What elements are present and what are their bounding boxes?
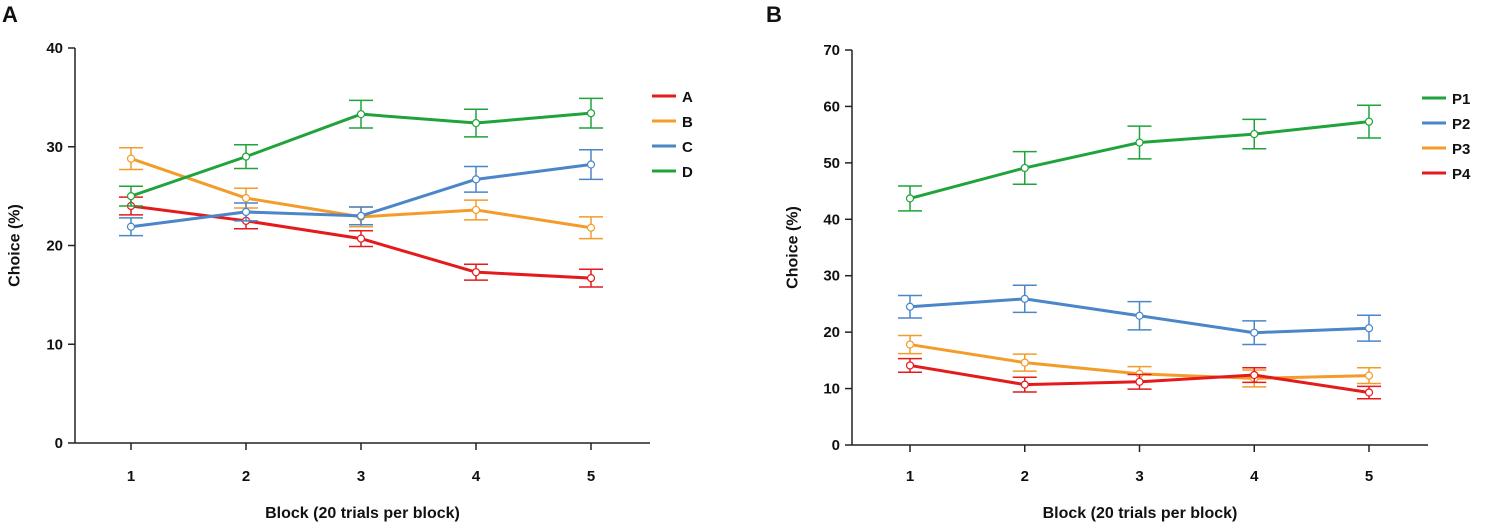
data-point (1135, 377, 1144, 386)
x-tick-label: 1 (906, 468, 914, 485)
data-point (905, 340, 915, 349)
y-tick-label: 30 (823, 268, 840, 285)
y-axis-title: Choice (%) (785, 206, 802, 289)
y-tick-label: 0 (55, 435, 63, 452)
data-point (1364, 371, 1374, 380)
series-d (119, 97, 603, 207)
data-point (356, 211, 366, 220)
x-axis-title: Block (20 trials per block) (265, 505, 460, 522)
data-point (905, 302, 915, 311)
data-point (1364, 324, 1374, 333)
data-point (126, 192, 136, 201)
legend-label: P3 (1452, 141, 1470, 158)
y-tick-label: 10 (823, 381, 840, 398)
legend-entry-p2: P2 (1422, 116, 1470, 133)
x-tick-label: 1 (127, 468, 135, 485)
legend-entry-p4: P4 (1422, 166, 1471, 183)
panel-label: B (766, 2, 782, 27)
legend-entry-b: B (652, 114, 693, 131)
y-tick-label: 20 (823, 324, 840, 341)
data-point (241, 152, 251, 161)
legend-entry-p3: P3 (1422, 141, 1470, 158)
y-tick-label: 20 (46, 238, 63, 255)
data-point (586, 223, 596, 232)
legend-label: B (682, 114, 693, 131)
legend-label: P1 (1452, 91, 1470, 108)
series-p1 (898, 104, 1381, 212)
data-point (905, 194, 915, 203)
data-point (905, 361, 915, 370)
y-tick-label: 30 (46, 139, 63, 156)
data-point (356, 110, 366, 119)
data-point (1020, 163, 1029, 173)
y-tick-label: 10 (46, 336, 63, 353)
data-point (471, 205, 481, 215)
data-point (356, 234, 366, 243)
data-point (1250, 328, 1259, 337)
y-tick-label: 70 (823, 42, 840, 59)
data-point (471, 118, 481, 128)
y-axis-title: Choice (%) (7, 204, 24, 287)
series-c (119, 148, 603, 237)
chart-panel-a: A 0 10 20 30 40 1 2 3 4 5 Block (20 trials per bloc… (2, 2, 693, 522)
legend-label: C (682, 139, 693, 156)
data-point (1020, 380, 1029, 389)
legend-label: D (682, 164, 693, 181)
data-point (586, 273, 596, 283)
y-tick-label: 60 (823, 98, 840, 115)
data-point (1135, 138, 1144, 147)
legend-entry-p1: P1 (1422, 91, 1470, 108)
data-point (1135, 311, 1144, 320)
x-axis-title: Block (20 trials per block) (1043, 505, 1238, 522)
data-point (241, 207, 251, 217)
y-tick-label: 50 (823, 155, 840, 172)
data-point (1250, 370, 1259, 380)
series-p4 (898, 357, 1381, 400)
data-point (126, 154, 136, 163)
legend-label: P2 (1452, 116, 1470, 133)
x-tick-label: 4 (472, 468, 481, 485)
data-point (1020, 294, 1029, 303)
x-tick-label: 5 (587, 468, 595, 485)
data-point (1364, 117, 1374, 126)
data-point (126, 222, 136, 231)
chart-panel-b: B 0 10 20 30 40 50 60 70 1 2 3 4 5 Block (20 trials pe… (766, 2, 1471, 522)
y-tick-label: 40 (46, 40, 63, 57)
x-tick-label: 3 (357, 468, 365, 485)
x-tick-label: 5 (1365, 468, 1373, 485)
legend-label: P4 (1452, 166, 1471, 183)
data-point (1250, 129, 1259, 139)
data-point (586, 109, 596, 118)
data-point (471, 268, 481, 277)
legend-entry-c: C (652, 139, 693, 156)
legend-label: A (682, 89, 693, 106)
x-tick-label: 2 (1021, 468, 1029, 485)
data-point (1364, 388, 1374, 397)
series-p2 (898, 284, 1381, 346)
x-tick-label: 3 (1135, 468, 1143, 485)
legend-entry-a: A (652, 89, 693, 106)
legend-entry-d: D (652, 164, 693, 181)
data-point (471, 175, 481, 184)
x-tick-label: 2 (242, 468, 250, 485)
panel-label: A (2, 2, 18, 27)
data-point (1020, 358, 1029, 367)
x-tick-label: 4 (1250, 468, 1259, 485)
y-tick-label: 40 (823, 211, 840, 228)
data-point (241, 194, 251, 203)
data-point (586, 160, 596, 169)
y-tick-label: 0 (832, 437, 840, 454)
